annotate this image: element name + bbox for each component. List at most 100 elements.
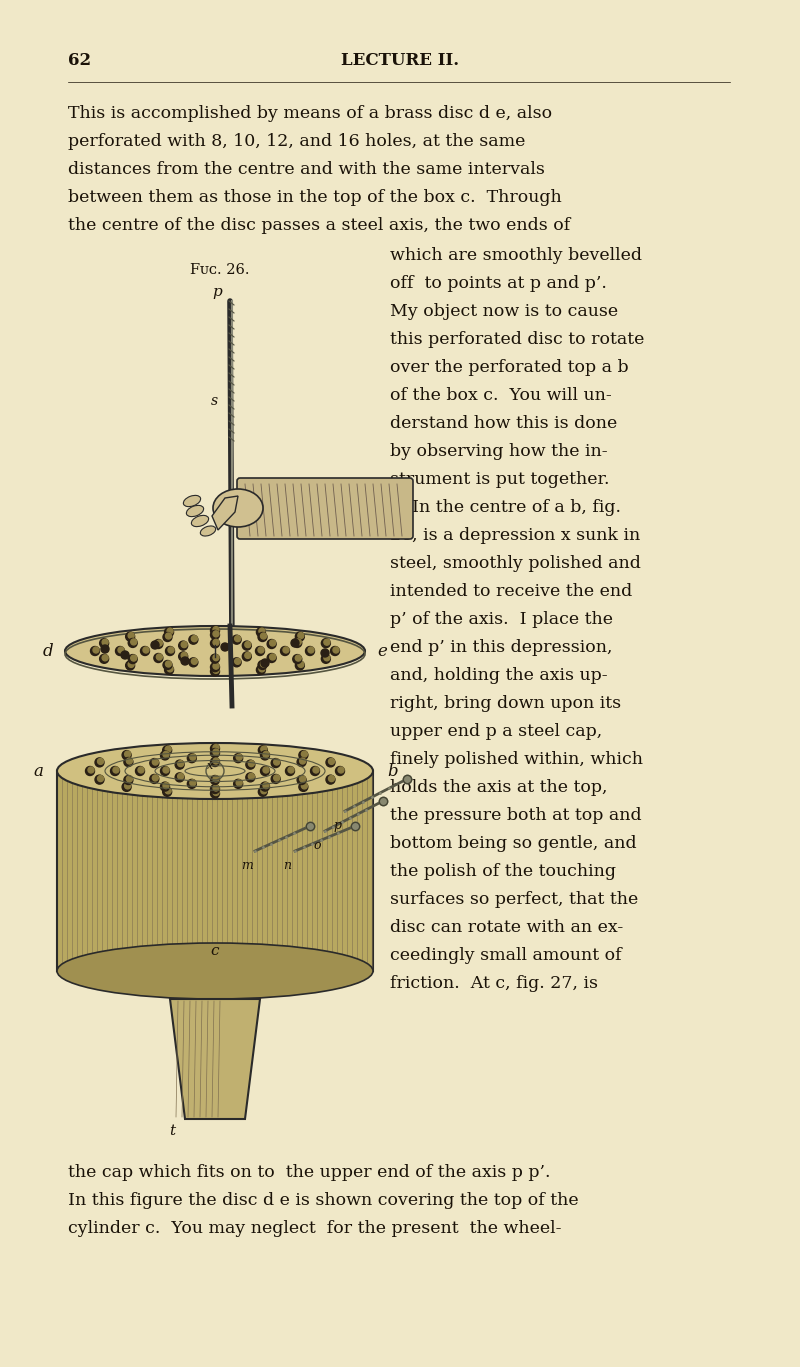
Ellipse shape [200,526,216,536]
Circle shape [242,641,251,651]
Circle shape [300,776,306,782]
Text: this perforated disc to rotate: this perforated disc to rotate [390,331,644,349]
Circle shape [242,652,251,660]
Circle shape [181,658,189,664]
Text: s: s [211,394,218,407]
Circle shape [143,647,149,653]
Text: of the box c.  You will un-: of the box c. You will un- [390,387,612,405]
Circle shape [128,638,138,648]
Circle shape [261,633,266,638]
Circle shape [261,782,270,791]
Circle shape [163,660,172,670]
Circle shape [167,666,173,671]
Circle shape [121,651,129,659]
Circle shape [156,653,162,660]
Circle shape [261,746,267,752]
Circle shape [213,655,219,660]
Text: My object now is to cause: My object now is to cause [390,303,618,320]
Circle shape [333,647,339,653]
Circle shape [178,641,188,651]
Circle shape [298,633,304,638]
Circle shape [213,626,219,633]
Text: m: m [241,858,253,872]
Circle shape [291,638,299,647]
Circle shape [95,757,104,767]
Circle shape [245,641,251,648]
Circle shape [329,775,334,782]
Text: the pressure both at top and: the pressure both at top and [390,807,642,824]
Circle shape [322,638,330,648]
Circle shape [210,655,219,663]
Circle shape [178,652,188,660]
Circle shape [213,749,219,755]
Circle shape [165,666,174,674]
Circle shape [128,633,134,638]
Circle shape [150,775,159,783]
Circle shape [234,659,241,664]
Circle shape [167,629,173,634]
Text: p’ of the axis.  I place the: p’ of the axis. I place the [390,611,613,627]
Text: n: n [283,858,291,872]
Circle shape [163,752,169,757]
Text: disc can rotate with an ex-: disc can rotate with an ex- [390,919,623,936]
Text: derstand how this is done: derstand how this is done [390,416,618,432]
Text: LECTURE II.: LECTURE II. [341,52,459,68]
Circle shape [263,767,269,772]
Circle shape [293,638,302,648]
Text: finely polished within, which: finely polished within, which [390,750,643,768]
Circle shape [125,783,130,789]
Circle shape [234,779,242,789]
Circle shape [110,767,119,775]
Ellipse shape [186,506,204,517]
Text: This is accomplished by means of a brass disc d e, also: This is accomplished by means of a brass… [68,105,552,122]
Circle shape [100,655,109,663]
Text: x: x [207,761,213,771]
Circle shape [101,645,109,653]
Circle shape [210,626,219,636]
Circle shape [322,655,330,663]
Circle shape [126,632,134,641]
Text: surfaces so perfect, that the: surfaces so perfect, that the [390,891,638,908]
Ellipse shape [57,943,373,999]
Circle shape [102,655,108,660]
Circle shape [213,785,219,791]
Circle shape [335,767,345,775]
Circle shape [178,760,184,767]
Circle shape [236,755,242,760]
Circle shape [213,776,219,782]
Circle shape [162,787,172,797]
Circle shape [213,630,219,637]
Circle shape [210,749,219,757]
Circle shape [128,662,134,667]
Circle shape [118,647,124,653]
Circle shape [181,641,187,648]
Circle shape [213,667,219,674]
Ellipse shape [213,489,263,528]
Circle shape [213,640,219,645]
Circle shape [313,767,319,772]
Polygon shape [57,771,373,971]
Circle shape [181,652,187,659]
Text: intended to receive the end: intended to receive the end [390,582,632,600]
Circle shape [175,772,184,782]
Circle shape [165,746,171,752]
Circle shape [166,662,171,667]
Circle shape [150,759,159,767]
Text: between them as those in the top of the box c.  Through: between them as those in the top of the … [68,189,562,206]
Circle shape [102,640,108,645]
Circle shape [288,767,294,772]
Circle shape [124,775,133,785]
Circle shape [261,750,270,760]
Text: upper end p a steel cap,: upper end p a steel cap, [390,723,602,740]
Circle shape [267,640,276,648]
Text: the polish of the touching: the polish of the touching [390,863,616,880]
Text: In this figure the disc d e is shown covering the top of the: In this figure the disc d e is shown cov… [68,1192,578,1208]
Circle shape [156,640,162,647]
Circle shape [165,787,171,794]
Circle shape [178,774,184,779]
Text: by observing how the in-: by observing how the in- [390,443,608,461]
Circle shape [258,660,267,670]
Circle shape [187,753,196,763]
Circle shape [213,790,219,796]
Circle shape [210,744,219,753]
